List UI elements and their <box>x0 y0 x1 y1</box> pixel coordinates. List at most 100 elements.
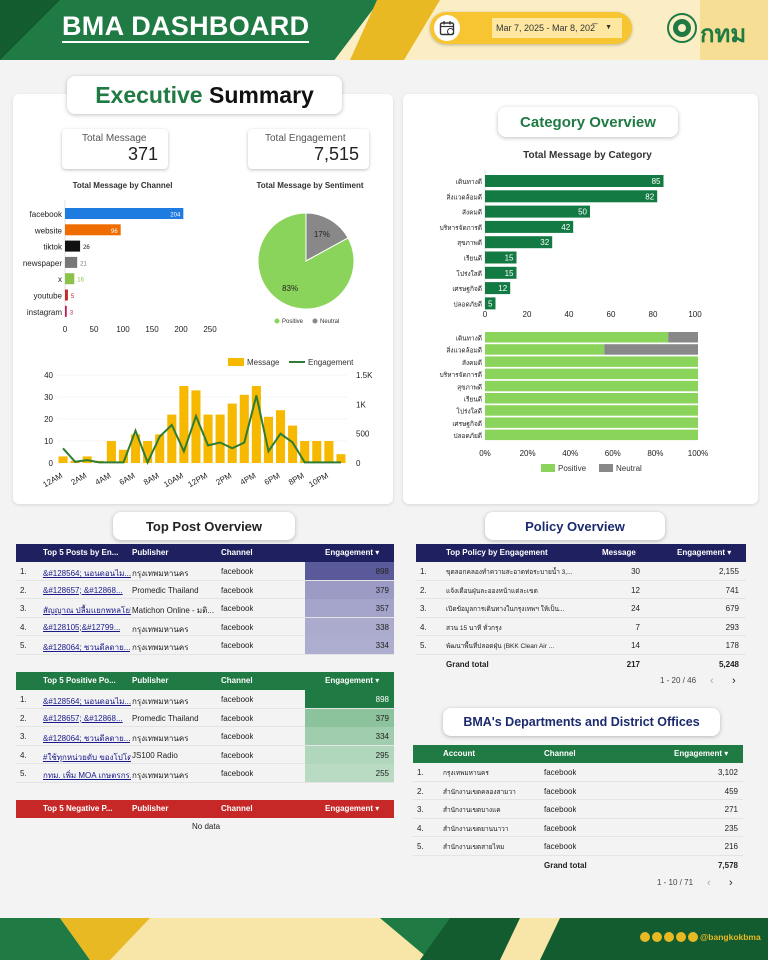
column-header: Engagement ▾ <box>325 804 380 813</box>
message-count: 24 <box>631 604 640 613</box>
message-bar <box>251 386 261 463</box>
table-row[interactable]: 3. สำนักงานเขตบางแค facebook 271 <box>413 800 743 819</box>
engagement-value: 357 <box>305 599 394 617</box>
table-header[interactable]: Account Channel Engagement ▾ <box>413 745 743 763</box>
tick-label: 8AM <box>142 471 161 487</box>
table-row[interactable]: 3. สัญญาณ ปลื้มแยกพหลโยธิ...Matichon Onli… <box>16 599 394 618</box>
table-header[interactable]: Top 5 Negative P... Publisher Channel Engag… <box>16 800 394 818</box>
tiktok-icon[interactable] <box>688 932 698 942</box>
data-label: 96 <box>111 229 118 235</box>
pie-slice <box>305 212 349 262</box>
tick-label: 20% <box>520 449 536 458</box>
youtube-icon[interactable] <box>664 932 674 942</box>
table-row[interactable]: 5. กทม. เพิ่ม MOA เกษตรกร... กรุงเทพมหานคร… <box>16 764 394 783</box>
category-label: บริหารจัดการดี <box>440 224 482 232</box>
row-index: 2. <box>420 585 427 595</box>
category-bar <box>485 251 517 264</box>
table-row[interactable]: 3. &#128064; ชวนดีลดาย... กรุงเทพมหานคร fac… <box>16 727 394 746</box>
table-row[interactable]: 1. &#128564; นอนดอนไม... กรุงเทพมหานคร face… <box>16 690 394 709</box>
category-label: เศรษฐกิจดี <box>452 420 482 428</box>
channel: facebook <box>221 769 254 778</box>
post-title: &#128564; นอนดอนไม... <box>43 569 131 578</box>
tick-label: 6PM <box>263 471 282 487</box>
data-label: 42 <box>561 223 570 232</box>
table-row[interactable]: 5. &#128064; ชวนดีลดาย... กรุงเทพมหานคร fac… <box>16 636 394 655</box>
data-label: 26 <box>83 245 90 251</box>
tick-label: 60% <box>605 449 621 458</box>
table-row[interactable]: 2. แจ้งเตือนฝุ่นละอองหน้าแต่ละเขต 12 741 <box>416 581 746 599</box>
category-label: เศรษฐกิจดี <box>452 285 482 293</box>
instagram-icon[interactable] <box>676 932 686 942</box>
engagement-value: 2,155 <box>718 567 739 576</box>
prev-page-icon[interactable]: ‹ <box>710 675 714 687</box>
table-header[interactable]: Top 5 Posts by En... Publisher Channel Enga… <box>16 544 394 562</box>
facebook-icon[interactable] <box>652 932 662 942</box>
policy-name: ขุดลอกคลองทำความสะอาดท่อระบายน้ำ 3,... <box>446 569 573 576</box>
row-index: 5. <box>420 641 427 650</box>
category-bar <box>485 297 496 310</box>
table-row[interactable]: 4. &#128105;&#12799... กรุงเทพมหานคร facebo… <box>16 617 394 636</box>
category-label: newspaper <box>23 259 62 268</box>
date-range-picker[interactable]: Mar 7, 2025 - Mar 8, 202̅ ▼ <box>430 12 632 44</box>
prev-page-icon[interactable]: ‹ <box>707 877 711 889</box>
table-row[interactable]: 3. เปิดข้อมูลการเดินทางในกรุงเทพฯ ให้เป็น… <box>416 599 746 618</box>
post-title: &#128064; ชวนดีลดาย... <box>43 734 131 743</box>
table-row[interactable]: 2. สำนักงานเขตคลองสามวา facebook 459 <box>413 782 743 800</box>
post-title: &#128064; ชวนดีลดาย... <box>43 643 131 652</box>
category-label: ปลอดภัยดี <box>453 300 482 308</box>
post-title: &#128657; &#12868... <box>43 585 123 595</box>
table-row[interactable]: 4. สำนักงานเขตยานนาวา facebook 235 <box>413 819 743 837</box>
table-row[interactable]: 1. ขุดลอกคลองทำความสะอาดท่อระบายน้ำ 3,...… <box>416 562 746 581</box>
tick-label: 12AM <box>41 471 64 489</box>
channel-bar <box>65 305 67 317</box>
table-header[interactable]: Top 5 Positive Po... Publisher Channel Enga… <box>16 672 394 690</box>
next-page-icon[interactable]: › <box>732 675 736 687</box>
category-label: เดินทางดี <box>456 335 482 343</box>
pie-label: 17% <box>314 230 330 239</box>
engagement-value: 338 <box>305 617 394 636</box>
table-row[interactable]: 5. พัฒนาพื้นที่ปลอดฝุ่น (BKK Clean Air ..… <box>416 636 746 655</box>
table-row[interactable]: 5. สำนักงานเขตสายไหม facebook 216 <box>413 837 743 856</box>
table-row[interactable]: 4. สวน 15 นาที ทั่วกรุง 7 293 <box>416 618 746 636</box>
category-label: สังคมดี <box>462 209 482 217</box>
tick-label: 10 <box>44 437 53 446</box>
publisher: กรุงเทพมหานคร <box>132 643 189 652</box>
channel: facebook <box>221 750 254 760</box>
table-header[interactable]: Top Policy by Engagement Message Engagemen… <box>416 544 746 562</box>
data-label: 15 <box>505 269 514 278</box>
category-bar <box>485 175 664 187</box>
table-row[interactable]: 4. #ใช้ทุกหน่วยดับ ของโปโด่ง...JS100 Radi… <box>16 745 394 764</box>
table-row[interactable]: 1. กรุงเทพมหานคร facebook 3,102 <box>413 763 743 782</box>
table-row[interactable]: 2. &#128657; &#12868... Promedic Thailand f… <box>16 580 394 599</box>
category-label: เดินทางดี <box>456 178 482 186</box>
next-page-icon[interactable]: › <box>729 877 733 889</box>
tick-label: 500 <box>356 430 370 439</box>
positive-bar <box>485 380 698 392</box>
tick-label: 40% <box>562 449 578 458</box>
table-row[interactable]: 1. &#128564; นอนดอนไม... กรุงเทพมหานคร face… <box>16 562 394 581</box>
legend-neutral-label: Neutral <box>320 319 339 325</box>
category-chart-title: Total Message by Category <box>523 150 652 161</box>
channel: facebook <box>544 768 577 777</box>
data-label: 21 <box>80 261 87 267</box>
legend-positive-marker <box>274 318 280 324</box>
channel-bar <box>65 273 75 285</box>
engagement-value: 271 <box>724 805 738 814</box>
row-index: 3. <box>20 604 27 613</box>
column-header: Channel <box>544 749 576 758</box>
x-icon[interactable] <box>640 932 650 942</box>
publisher: กรุงเทพมหานคร <box>132 734 189 743</box>
message-bar <box>106 441 116 463</box>
tick-label: 12PM <box>186 471 209 489</box>
column-header: Top 5 Positive Po... <box>43 676 116 685</box>
policy-table: Top Policy by Engagement Message Engagemen… <box>416 544 746 674</box>
column-header: Engagement ▾ <box>674 749 729 758</box>
column-header: Message <box>602 548 636 557</box>
table-row[interactable]: 2. &#128657; &#12868... Promedic Thailand f… <box>16 708 394 727</box>
category-label: facebook <box>30 210 63 219</box>
channel: facebook <box>221 585 254 595</box>
message-count: 7 <box>635 622 640 632</box>
category-label: เรียนดี <box>464 396 482 404</box>
category-bar <box>485 190 658 203</box>
